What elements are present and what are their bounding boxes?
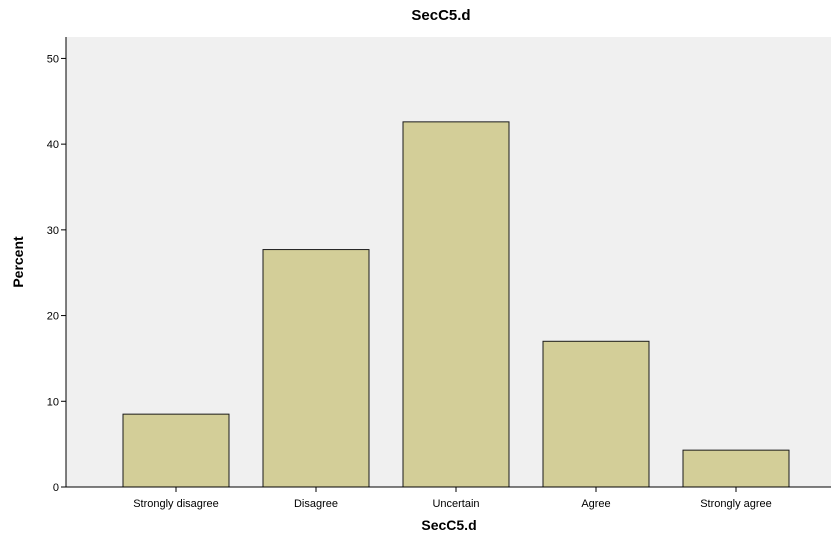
- x-tick-label: Uncertain: [432, 498, 479, 510]
- x-axis-title: SecC5.d: [421, 517, 476, 533]
- y-axis-title: Percent: [10, 236, 26, 288]
- x-tick-label: Agree: [581, 498, 610, 510]
- y-tick-label: 0: [53, 482, 59, 494]
- y-tick-label: 40: [47, 139, 59, 151]
- bars: [122, 121, 790, 488]
- chart-title: SecC5.d: [411, 7, 470, 24]
- x-axis-ticks: Strongly disagree Disagree Uncertain Agree S…: [133, 487, 772, 510]
- x-tick-label: Disagree: [294, 498, 338, 510]
- y-tick-label: 50: [47, 53, 59, 65]
- bar-disagree: [262, 249, 370, 488]
- y-tick-label: 10: [47, 396, 59, 408]
- y-tick-label: 30: [47, 225, 59, 237]
- bar-agree: [542, 340, 650, 488]
- y-tick-label: 20: [47, 311, 59, 323]
- bar-strongly-disagree: [122, 413, 230, 488]
- x-tick-label: Strongly disagree: [133, 498, 219, 510]
- bar-uncertain: [402, 121, 510, 488]
- y-axis-ticks: 0 10 20 30 40 50: [47, 53, 66, 494]
- bar-strongly-agree: [682, 449, 790, 488]
- x-tick-label: Strongly agree: [700, 498, 772, 510]
